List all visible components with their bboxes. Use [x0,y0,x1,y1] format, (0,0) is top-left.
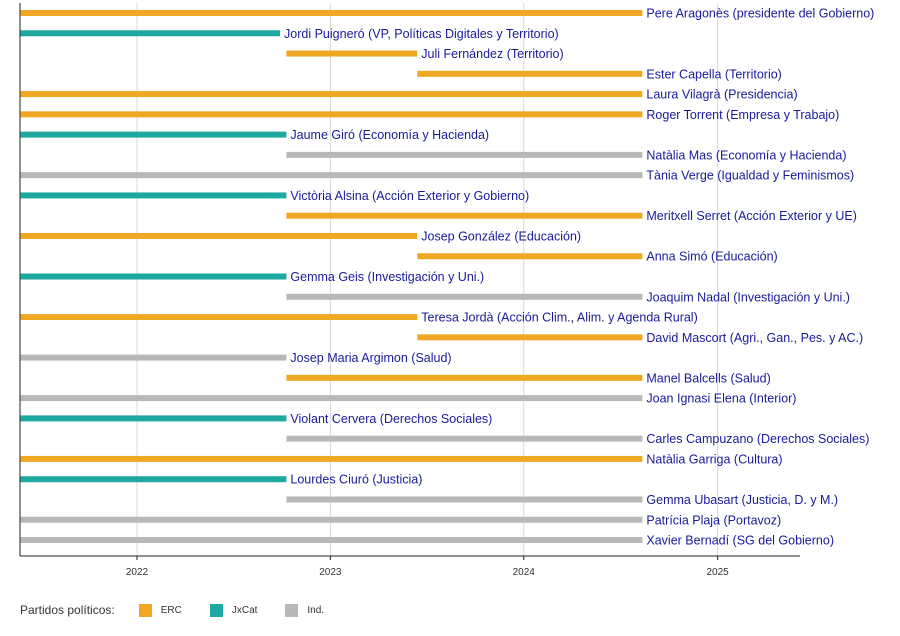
bar-label-8: Tània Verge (Igualdad y Feminismos) [646,169,854,183]
bar-label-9: Victòria Alsina (Acción Exterior y Gobie… [290,189,529,203]
bar-label-13: Gemma Geis (Investigación y Uni.) [290,270,484,284]
bar-label-11: Josep González (Educación) [421,229,581,243]
bar-label-18: Manel Balcells (Salud) [646,371,770,385]
bar-label-3: Ester Capella (Territorio) [646,67,781,81]
bar-23 [20,476,287,483]
bar-label-14: Joaquim Nadal (Investigación y Uni.) [646,290,850,304]
bar-label-0: Pere Aragonès (presidente del Gobierno) [646,7,874,21]
bar-17 [20,354,287,361]
bar-label-15: Teresa Jordà (Acción Clim., Alim. y Agen… [421,311,697,325]
x-tick-label-2022: 2022 [126,567,149,578]
bar-label-4: Laura Vilagrà (Presidencia) [646,88,797,102]
bar-11 [20,232,418,239]
bar-20 [20,415,287,422]
bar-19 [20,395,643,402]
legend: Partidos políticos: ERC JxCat Ind. [20,600,352,620]
legend-item-erc: ERC [138,603,182,617]
bar-label-7: Natàlia Mas (Economía y Hacienda) [646,148,846,162]
bar-0 [20,10,643,16]
legend-label-ind: Ind. [307,604,325,616]
legend-swatch-jxcat [209,603,223,617]
bar-label-16: David Mascort (Agri., Gan., Pes. y AC.) [646,331,863,345]
bar-16 [417,334,643,341]
legend-title: Partidos políticos: [20,603,115,617]
bar-21 [286,435,643,442]
legend-item-jxcat: JxCat [209,603,258,617]
legend-label-jxcat: JxCat [231,604,258,616]
bar-9 [20,192,287,199]
x-tick-label-2025: 2025 [707,567,730,578]
bar-22 [20,455,643,462]
x-tick-label-2024: 2024 [513,567,536,578]
bar-label-24: Gemma Ubasart (Justicia, D. y M.) [646,493,838,507]
legend-swatch-ind [285,603,299,617]
legend-swatch-erc [138,603,152,617]
bar-26 [20,537,643,544]
bar-1 [20,30,281,37]
bar-label-20: Violant Cervera (Derechos Sociales) [290,412,492,426]
bar-6 [20,131,287,138]
bar-label-19: Joan Ignasi Elena (Interior) [646,392,796,406]
bar-4 [20,91,643,98]
gantt-chart: 2022 2023 2024 2025 Pere Aragonès (president… [19,3,874,578]
bar-label-2: Juli Fernández (Territorio) [421,47,563,61]
bar-24 [286,496,643,503]
legend-item-ind: Ind. [285,603,325,617]
bar-5 [20,111,643,118]
bar-12 [417,253,643,260]
bar-label-10: Meritxell Serret (Acción Exterior y UE) [646,209,856,223]
bar-label-25: Patrícia Plaja (Portavoz) [646,513,781,527]
bar-2 [286,50,418,57]
bar-3 [417,70,643,77]
bar-label-26: Xavier Bernadí (SG del Gobierno) [646,534,834,548]
bar-15 [20,314,418,321]
bar-8 [20,172,643,179]
bar-25 [20,516,643,523]
bar-label-12: Anna Simó (Educación) [646,250,777,264]
bar-14 [286,293,643,300]
x-tick-label-2023: 2023 [319,567,342,578]
bar-10 [286,212,643,219]
bar-label-22: Natàlia Garriga (Cultura) [646,452,782,466]
bar-7 [286,151,643,158]
bar-label-6: Jaume Giró (Economía y Hacienda) [290,128,489,142]
bar-label-17: Josep Maria Argimon (Salud) [290,351,451,365]
bar-13 [20,273,287,280]
bar-18 [286,374,643,381]
bar-label-21: Carles Campuzano (Derechos Sociales) [646,432,869,446]
bar-label-1: Jordi Puigneró (VP, Políticas Digitales … [284,27,559,41]
legend-label-erc: ERC [160,604,182,616]
bar-label-23: Lourdes Ciuró (Justicia) [290,473,422,487]
bar-label-5: Roger Torrent (Empresa y Trabajo) [646,108,839,122]
